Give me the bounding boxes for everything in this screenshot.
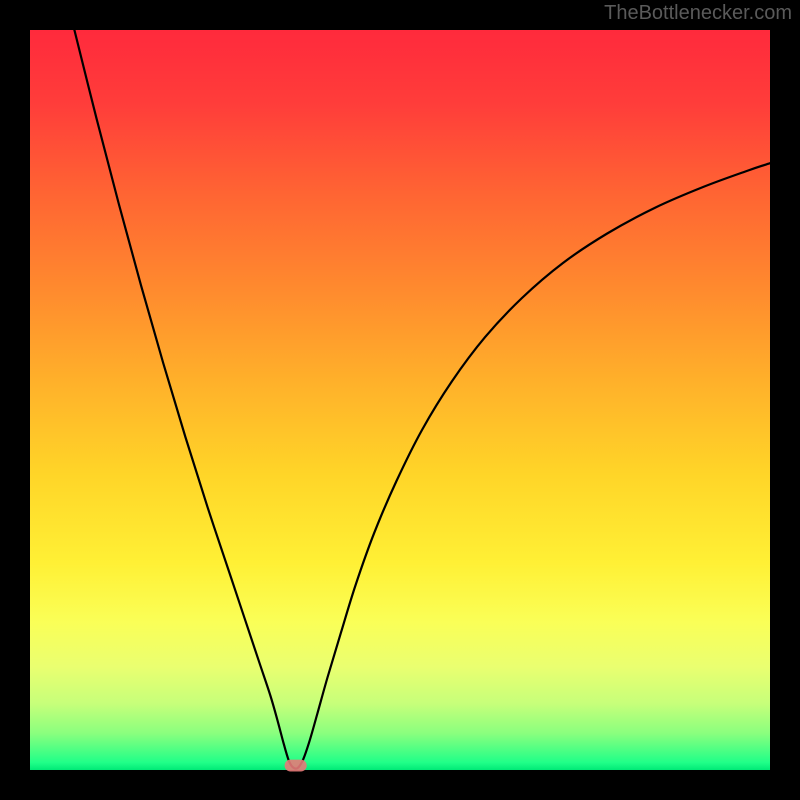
plot-background	[30, 30, 770, 770]
watermark-text: TheBottlenecker.com	[604, 2, 792, 25]
chart-svg	[0, 0, 800, 800]
bottleneck-chart: TheBottlenecker.com	[0, 0, 800, 800]
optimal-point-marker	[285, 760, 307, 772]
